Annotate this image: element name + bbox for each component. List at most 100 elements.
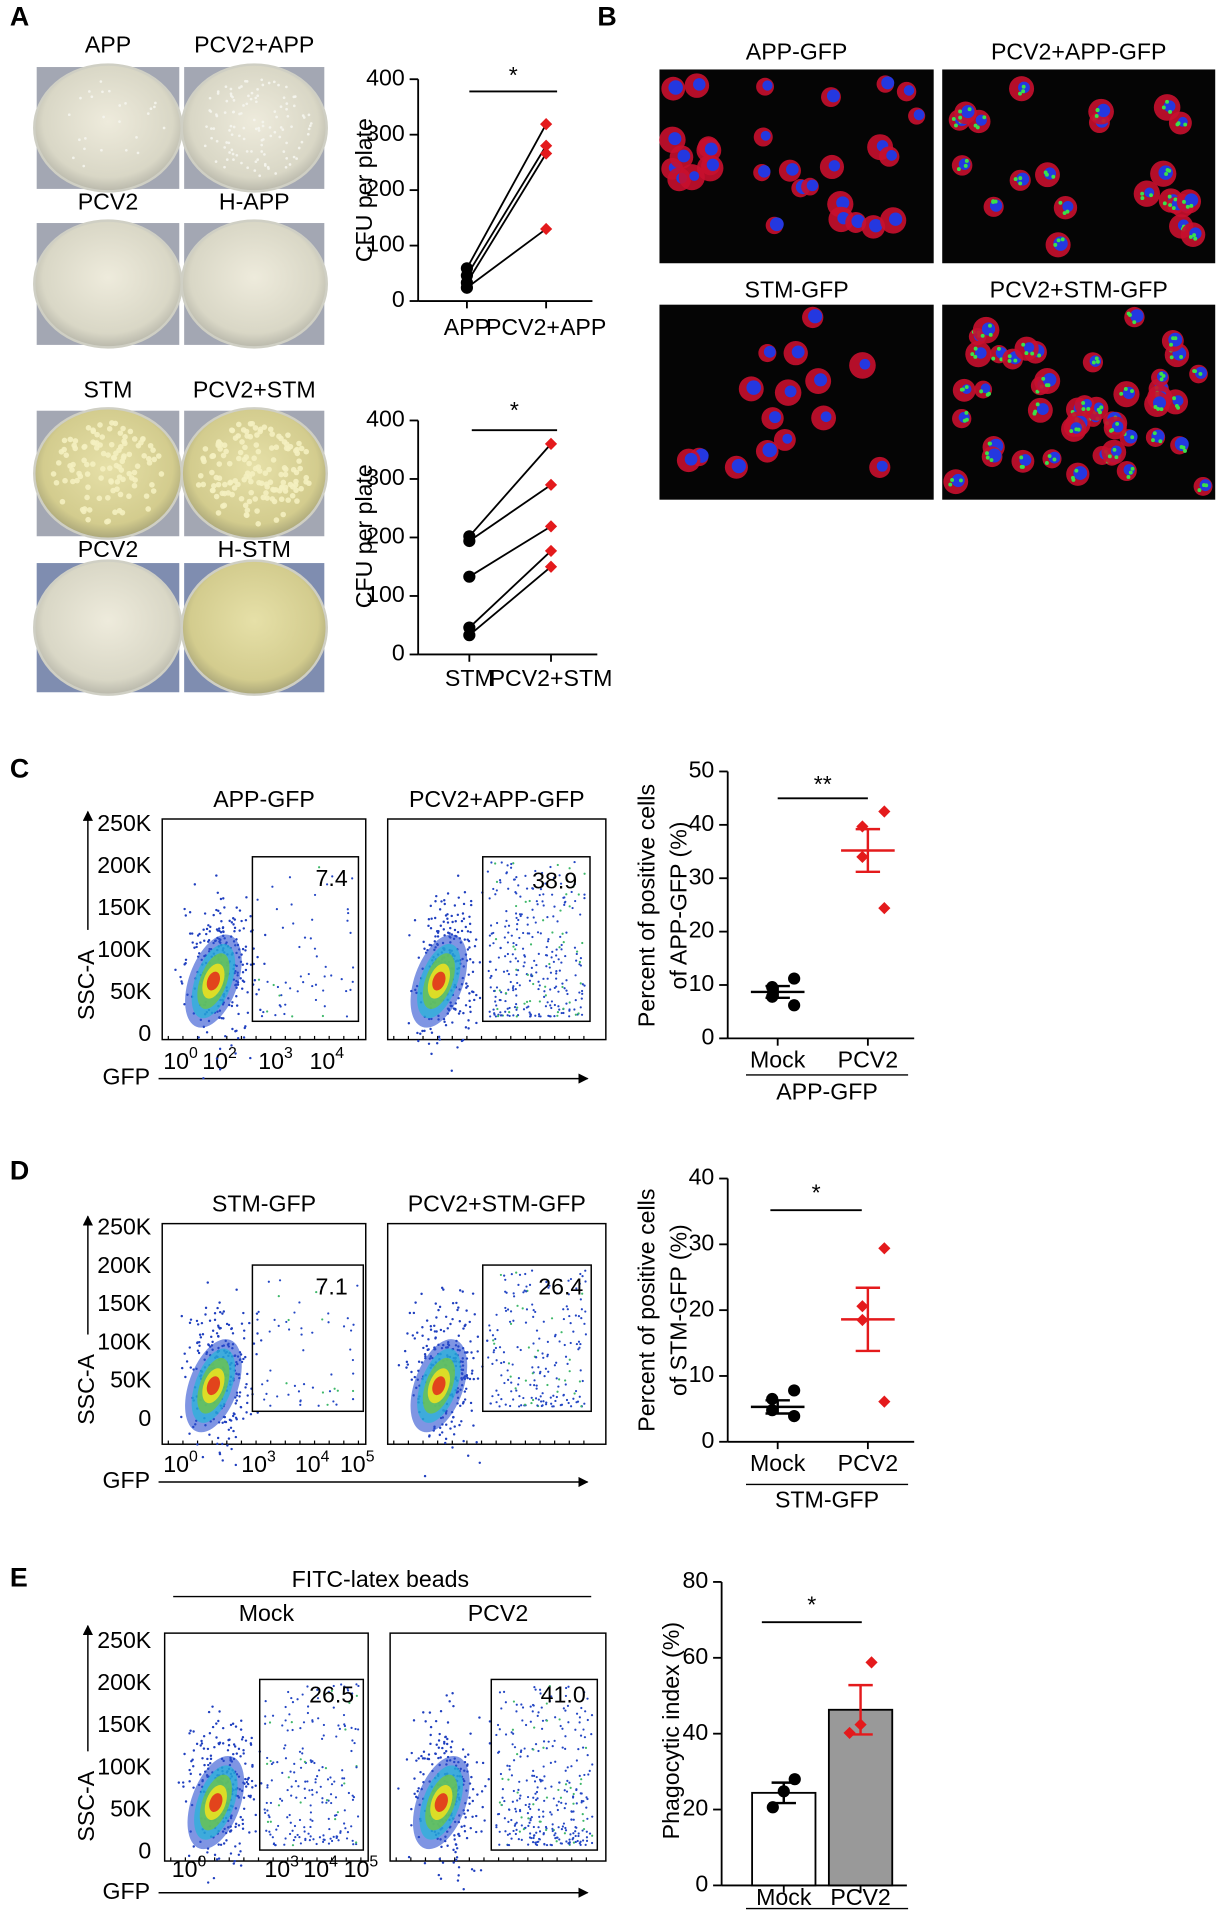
plate-label: APP bbox=[85, 31, 131, 57]
event-dot bbox=[457, 896, 460, 899]
event-dot bbox=[550, 956, 553, 959]
event-dot bbox=[544, 953, 548, 957]
event-dot bbox=[420, 1292, 423, 1296]
event-dot bbox=[470, 1775, 473, 1779]
event-dot bbox=[456, 1879, 460, 1882]
event-dot bbox=[286, 1729, 289, 1732]
event-dot bbox=[296, 1698, 299, 1701]
colony bbox=[96, 495, 103, 502]
nucleus bbox=[1184, 193, 1199, 208]
event-dot bbox=[233, 930, 236, 933]
colony bbox=[242, 137, 246, 141]
event-dot bbox=[503, 1817, 506, 1820]
event-dot bbox=[494, 995, 497, 998]
event-dot bbox=[221, 1742, 225, 1745]
event-dot bbox=[209, 925, 212, 929]
event-dot bbox=[265, 1801, 268, 1805]
event-dot bbox=[318, 866, 321, 869]
event-dot bbox=[179, 975, 182, 979]
event-dot bbox=[546, 1001, 549, 1004]
event-dot bbox=[320, 1286, 323, 1289]
event-dot bbox=[544, 1403, 548, 1406]
gfp-signal bbox=[973, 354, 978, 359]
event-dot bbox=[266, 1820, 270, 1823]
flow-plot-title: APP-GFP bbox=[213, 786, 315, 812]
event-dot bbox=[524, 1321, 528, 1324]
colony bbox=[112, 509, 118, 516]
event-dot bbox=[537, 952, 540, 955]
event-dot bbox=[232, 923, 235, 926]
gfp-signal bbox=[979, 389, 984, 394]
event-dot bbox=[557, 1005, 560, 1008]
event-dot bbox=[578, 1346, 581, 1349]
event-dot bbox=[538, 984, 541, 987]
event-dot bbox=[299, 1726, 302, 1730]
event-dot bbox=[232, 1862, 236, 1865]
event-dot bbox=[551, 1829, 554, 1833]
gate-value-label: 26.4 bbox=[538, 1273, 583, 1299]
colony bbox=[97, 442, 103, 448]
event-dot bbox=[584, 1746, 588, 1749]
gfp-signal bbox=[1053, 242, 1058, 247]
colony bbox=[245, 80, 249, 83]
event-dot bbox=[568, 1358, 571, 1361]
nucleus bbox=[791, 345, 805, 359]
event-dot bbox=[311, 1788, 314, 1792]
colony bbox=[256, 479, 262, 486]
colony bbox=[263, 164, 267, 167]
event-dot bbox=[471, 1815, 474, 1819]
nucleus bbox=[706, 158, 720, 171]
colony bbox=[117, 443, 124, 450]
nucleus bbox=[689, 171, 700, 181]
gfp-signal bbox=[975, 125, 980, 130]
event-dot bbox=[442, 1330, 446, 1333]
event-dot bbox=[184, 1800, 188, 1803]
event-dot bbox=[504, 1010, 507, 1013]
event-dot bbox=[508, 1320, 512, 1323]
event-dot bbox=[263, 1808, 266, 1811]
colony bbox=[297, 465, 303, 472]
event-dot bbox=[429, 1328, 433, 1331]
event-dot bbox=[532, 1309, 535, 1312]
event-dot bbox=[424, 1720, 427, 1723]
event-dot bbox=[426, 1348, 429, 1352]
event-dot bbox=[499, 1011, 502, 1014]
event-dot bbox=[217, 1326, 220, 1329]
event-dot bbox=[352, 1372, 355, 1375]
colony bbox=[273, 110, 277, 113]
event-dot bbox=[351, 1389, 355, 1393]
event-dot bbox=[201, 1757, 204, 1760]
event-dot bbox=[229, 1426, 233, 1430]
tick-exponent: 3 bbox=[267, 1449, 276, 1466]
event-dot bbox=[463, 1390, 467, 1393]
micrograph-label: APP-GFP bbox=[746, 39, 848, 65]
event-dot bbox=[555, 1804, 558, 1807]
event-dot bbox=[320, 1737, 324, 1740]
x-tick-label: 100 bbox=[172, 1853, 207, 1881]
event-dot bbox=[264, 1715, 267, 1718]
point bbox=[766, 1801, 779, 1814]
event-dot bbox=[547, 1014, 550, 1017]
event-dot bbox=[519, 914, 522, 918]
event-dot bbox=[574, 1840, 577, 1844]
event-dot bbox=[499, 1273, 502, 1277]
colony bbox=[260, 138, 264, 142]
event-dot bbox=[207, 1710, 211, 1714]
event-dot bbox=[591, 1834, 594, 1837]
event-dot bbox=[423, 1861, 427, 1865]
colony bbox=[241, 456, 248, 463]
event-dot bbox=[568, 905, 571, 908]
colony bbox=[269, 134, 273, 138]
event-dot bbox=[238, 929, 241, 932]
event-dot bbox=[566, 1308, 569, 1311]
event-dot bbox=[527, 1817, 530, 1820]
event-dot bbox=[555, 977, 558, 980]
event-dot bbox=[429, 1742, 432, 1746]
colony bbox=[260, 150, 264, 153]
colony bbox=[285, 107, 288, 111]
event-dot bbox=[251, 1765, 254, 1768]
event-dot bbox=[582, 1819, 585, 1822]
event-dot bbox=[274, 1844, 277, 1847]
event-dot bbox=[519, 1348, 522, 1352]
nucleus bbox=[808, 309, 823, 324]
